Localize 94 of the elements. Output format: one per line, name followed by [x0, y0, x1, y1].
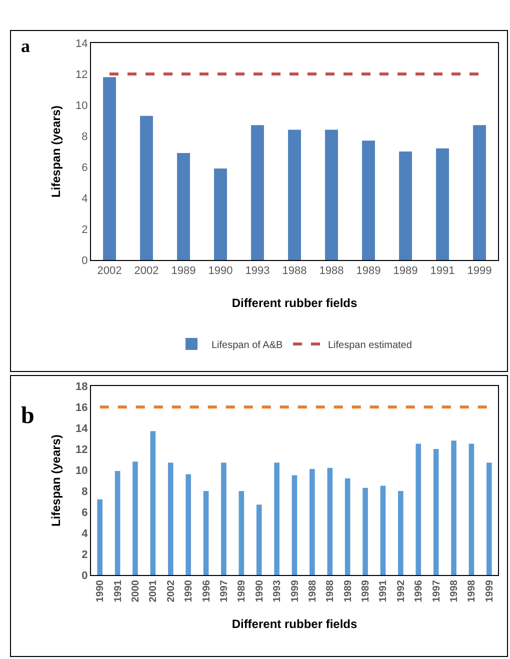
- x-tick-label: 1998: [449, 580, 460, 602]
- x-tick-label: 1997: [431, 580, 442, 602]
- x-tick-label: 1997: [218, 580, 230, 602]
- x-tick-label: 2002: [97, 265, 122, 278]
- x-tick-label: 1999: [290, 580, 301, 602]
- x-tick-label: 1989: [236, 580, 248, 602]
- x-tick-label: 1991: [378, 580, 390, 602]
- bar: [398, 491, 404, 575]
- y-tick-label: 18: [76, 380, 88, 393]
- bar: [221, 462, 226, 575]
- bar: [238, 491, 244, 575]
- y-tick-label: 10: [76, 464, 88, 477]
- x-tick-label: 1990: [208, 265, 233, 278]
- bar: [451, 440, 456, 575]
- bar: [433, 449, 439, 575]
- bar: [186, 474, 191, 575]
- bar: [344, 478, 350, 575]
- x-tick-label: 1990: [254, 580, 266, 602]
- text: b: [21, 403, 34, 429]
- x-tick-label: 1988: [307, 580, 318, 602]
- y-tick-label: 16: [76, 402, 88, 414]
- y-tick-label: 8: [82, 130, 88, 143]
- x-tick-label: 1989: [393, 265, 418, 278]
- bar: [416, 444, 422, 575]
- bar: [362, 488, 368, 575]
- x-tick-label: 1989: [356, 265, 381, 278]
- x-tick-label: 1988: [282, 265, 307, 278]
- y-tick-label: 6: [82, 162, 88, 174]
- y-tick-label: 4: [82, 528, 89, 540]
- x-tick-label: 2001: [148, 580, 160, 602]
- y-tick-label: 12: [76, 444, 88, 456]
- bar: [256, 504, 262, 575]
- y-tick-label: 2: [82, 224, 88, 236]
- x-tick-label: 1991: [430, 265, 455, 278]
- x-axis-title: Different rubber fields: [232, 296, 358, 310]
- x-tick-label: 1993: [245, 265, 270, 278]
- y-tick-label: 8: [82, 486, 88, 498]
- y-tick-label: 0: [82, 570, 88, 582]
- x-tick-label: 1990: [95, 580, 106, 602]
- bar: [380, 486, 386, 575]
- bar: [288, 130, 301, 260]
- x-tick-label: 2002: [134, 265, 159, 278]
- bar: [327, 468, 333, 575]
- bar: [274, 462, 280, 575]
- bar: [468, 444, 474, 575]
- x-tick-label: 1992: [396, 580, 407, 602]
- x-axis-title: Different rubber fields: [232, 617, 358, 632]
- bar: [362, 140, 375, 260]
- bar: [168, 462, 174, 575]
- x-tick-label: 1989: [342, 580, 354, 602]
- x-tick-label: 1996: [414, 580, 425, 602]
- y-tick-label: 14: [76, 422, 89, 435]
- text: a: [21, 36, 30, 56]
- bar: [292, 475, 298, 575]
- bar: [251, 125, 264, 260]
- bar: [140, 116, 153, 260]
- y-axis-title: Lifespan (years): [48, 434, 63, 527]
- x-tick-label: 1999: [484, 580, 496, 602]
- legend-label: Lifespan estimated: [328, 340, 412, 351]
- y-tick-label: 2: [82, 548, 88, 561]
- x-tick-label: 1989: [171, 265, 196, 278]
- bar: [473, 125, 486, 260]
- x-tick-label: 1999: [467, 265, 492, 278]
- bar: [103, 77, 116, 260]
- y-tick-label: 0: [82, 254, 88, 267]
- x-tick-label: 1998: [466, 580, 478, 602]
- x-tick-label: 1990: [184, 580, 195, 602]
- bar: [436, 148, 449, 260]
- y-tick-label: 4: [82, 192, 88, 205]
- bar: [399, 152, 412, 260]
- bar: [97, 499, 102, 575]
- x-tick-label: 1988: [325, 580, 336, 602]
- legend-label: Lifespan of A&B: [212, 340, 283, 351]
- x-tick-label: 1996: [201, 580, 212, 602]
- x-tick-label: 1991: [112, 580, 124, 602]
- bar: [325, 130, 338, 260]
- bar: [177, 153, 190, 260]
- bar: [214, 168, 227, 260]
- x-tick-label: 1993: [272, 580, 284, 602]
- x-tick-label: 2000: [130, 580, 142, 602]
- y-axis-title: Lifespan (years): [48, 105, 63, 198]
- y-tick-label: 10: [76, 100, 88, 112]
- x-tick-label: 2002: [166, 580, 177, 602]
- y-tick-label: 6: [82, 506, 88, 519]
- bar: [203, 491, 209, 575]
- bar: [114, 471, 120, 575]
- bar: [150, 431, 156, 575]
- bar: [132, 462, 138, 575]
- y-tick-label: 14: [76, 38, 88, 50]
- x-tick-label: 1989: [360, 580, 372, 602]
- bar: [486, 462, 492, 575]
- bar: [310, 468, 315, 575]
- x-tick-label: 1988: [319, 265, 344, 278]
- y-tick-label: 12: [76, 68, 88, 81]
